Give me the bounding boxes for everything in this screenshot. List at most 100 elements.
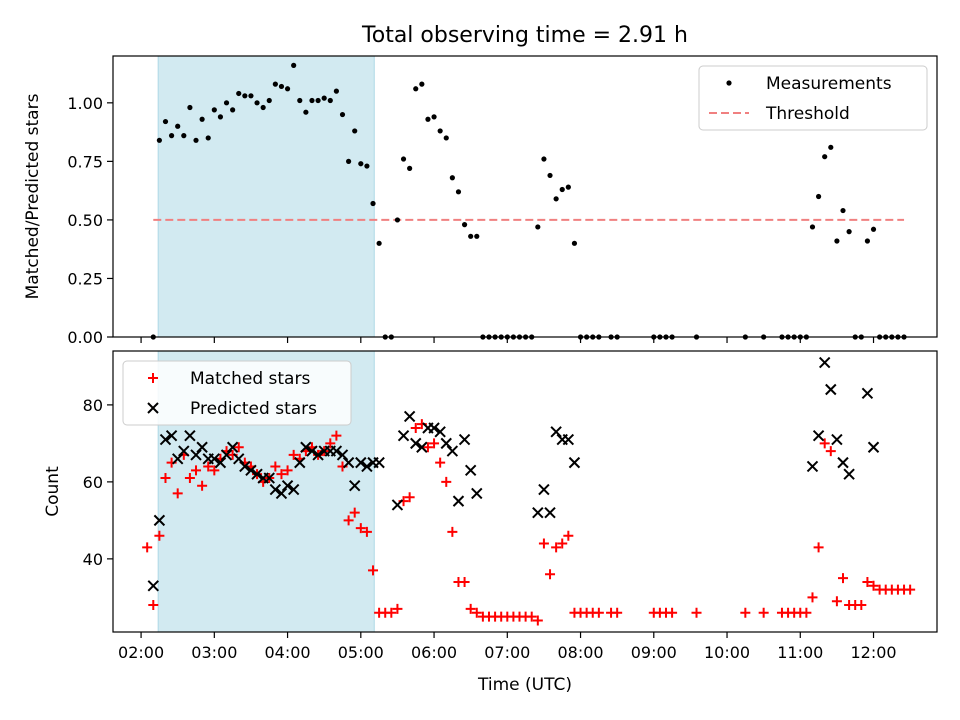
data-point xyxy=(193,137,199,143)
data-point xyxy=(162,118,169,125)
data-point xyxy=(175,123,181,129)
data-point xyxy=(309,97,315,104)
data-point xyxy=(547,172,553,179)
data-point xyxy=(142,542,153,553)
series-predicted-stars xyxy=(147,356,880,592)
data-point xyxy=(416,441,428,453)
data-point xyxy=(156,137,162,143)
data-point xyxy=(190,449,202,461)
x-tick-label: 04:00 xyxy=(265,643,311,662)
data-point xyxy=(269,483,282,496)
data-point xyxy=(282,465,293,476)
data-point xyxy=(153,514,166,527)
data-point xyxy=(251,468,263,480)
data-point xyxy=(838,573,849,584)
data-point xyxy=(160,473,171,484)
y-axis-label: Count xyxy=(43,466,63,517)
data-point xyxy=(339,111,346,118)
data-point xyxy=(386,607,397,618)
data-point xyxy=(541,156,547,162)
data-point xyxy=(551,542,562,553)
data-point xyxy=(336,449,349,461)
data-point xyxy=(233,442,244,453)
data-point xyxy=(403,410,416,423)
data-point xyxy=(819,438,830,449)
data-point xyxy=(825,446,836,457)
data-point xyxy=(343,515,354,526)
data-point xyxy=(825,383,837,396)
data-point xyxy=(291,62,297,68)
data-point xyxy=(532,506,544,519)
data-point xyxy=(275,487,288,500)
data-point xyxy=(446,445,459,457)
data-point xyxy=(856,600,867,611)
data-point xyxy=(392,603,403,614)
data-point xyxy=(740,607,751,618)
data-point xyxy=(526,611,537,622)
data-point xyxy=(364,163,370,169)
data-point xyxy=(538,483,550,496)
data-point xyxy=(361,526,372,537)
data-point xyxy=(208,453,221,465)
data-point xyxy=(410,422,421,433)
data-point xyxy=(159,433,172,446)
y-tick-label: 40 xyxy=(83,550,103,569)
data-point xyxy=(352,128,358,134)
chart-title: Total observing time = 2.91 h xyxy=(361,23,688,48)
data-point xyxy=(431,114,437,120)
data-point xyxy=(312,449,324,461)
legend-label: Matched stars xyxy=(190,369,310,389)
data-point xyxy=(294,456,306,469)
data-point xyxy=(168,133,175,139)
data-point xyxy=(568,456,581,469)
x-axis-label: Time (UTC) xyxy=(477,675,572,695)
data-point xyxy=(809,224,816,230)
y-tick-label: 1.00 xyxy=(67,94,103,113)
axes-frame xyxy=(112,350,938,633)
data-point xyxy=(828,144,834,150)
data-point xyxy=(449,175,455,181)
data-point xyxy=(288,449,299,460)
data-point xyxy=(461,222,468,228)
data-point xyxy=(806,460,819,473)
data-point xyxy=(428,422,440,434)
data-point xyxy=(441,476,452,487)
data-point xyxy=(270,461,281,472)
x-tick-label: 09:00 xyxy=(631,643,677,662)
data-point xyxy=(315,97,321,104)
data-point xyxy=(331,430,342,441)
data-point xyxy=(563,530,574,541)
data-point xyxy=(254,100,260,106)
data-point xyxy=(184,473,195,484)
data-point xyxy=(260,104,266,111)
data-point xyxy=(236,90,242,97)
data-point xyxy=(905,584,916,595)
data-point xyxy=(544,506,556,519)
data-point xyxy=(397,429,410,442)
data-point xyxy=(276,469,287,480)
data-point xyxy=(233,453,245,465)
data-point xyxy=(181,133,187,139)
data-point xyxy=(245,464,257,477)
data-point xyxy=(404,492,415,503)
data-point xyxy=(333,88,339,94)
data-point xyxy=(361,460,373,473)
data-point xyxy=(209,465,220,476)
data-point xyxy=(553,196,559,202)
data-point xyxy=(223,100,230,106)
data-point xyxy=(287,483,300,496)
data-point xyxy=(667,607,678,618)
x-tick-label: 05:00 xyxy=(338,643,384,662)
data-point xyxy=(437,128,443,134)
data-point xyxy=(429,438,440,449)
data-point xyxy=(248,93,254,99)
y-tick-label: 0.25 xyxy=(67,269,103,288)
data-point xyxy=(325,438,336,449)
observing-span xyxy=(157,55,375,338)
data-point xyxy=(355,456,367,469)
data-point xyxy=(459,576,470,587)
y-tick-label: 60 xyxy=(83,473,103,492)
data-point xyxy=(154,530,165,541)
data-point xyxy=(562,433,575,446)
data-point xyxy=(864,238,871,244)
